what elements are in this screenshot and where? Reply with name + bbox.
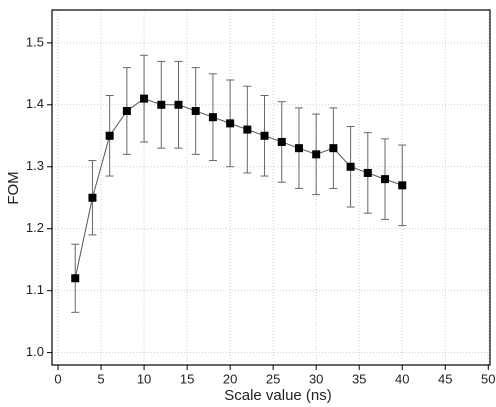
- data-point: [398, 181, 407, 190]
- x-tick-label: 0: [54, 371, 61, 386]
- x-tick-label: 10: [137, 371, 151, 386]
- x-tick-label: 25: [266, 371, 280, 386]
- data-point: [277, 137, 286, 146]
- x-tick-label: 5: [97, 371, 104, 386]
- x-tick-label: 30: [309, 371, 323, 386]
- data-point: [381, 175, 390, 184]
- data-point: [140, 94, 149, 103]
- data-point: [294, 144, 303, 153]
- data-point: [122, 106, 131, 115]
- data-point: [174, 100, 183, 109]
- x-tick-label: 20: [223, 371, 237, 386]
- data-point: [260, 131, 269, 140]
- data-point: [191, 106, 200, 115]
- x-tick-label: 40: [395, 371, 409, 386]
- data-point: [157, 100, 166, 109]
- data-point: [346, 162, 355, 171]
- y-tick-label: 1.3: [26, 158, 44, 173]
- data-point: [208, 113, 217, 122]
- y-tick-label: 1.2: [26, 220, 44, 235]
- data-point: [88, 193, 97, 202]
- x-tick-label: 45: [438, 371, 452, 386]
- data-line: [74, 98, 403, 279]
- data-point: [243, 125, 252, 134]
- data-point: [363, 168, 372, 177]
- data-point: [105, 131, 114, 140]
- x-tick-label: 15: [180, 371, 194, 386]
- data-point: [71, 274, 80, 283]
- data-point: [226, 119, 235, 128]
- x-tick-label: 50: [481, 371, 495, 386]
- plot-frame: [51, 9, 491, 366]
- data-point: [329, 144, 338, 153]
- data-point: [312, 150, 321, 159]
- x-axis-label: Scale value (ns): [224, 387, 332, 404]
- y-axis-label: FOM: [5, 171, 22, 204]
- y-tick-label: 1.0: [26, 344, 44, 359]
- y-tick-label: 1.1: [26, 282, 44, 297]
- x-tick-label: 35: [352, 371, 366, 386]
- y-tick-label: 1.4: [26, 96, 44, 111]
- y-tick-label: 1.5: [26, 34, 44, 49]
